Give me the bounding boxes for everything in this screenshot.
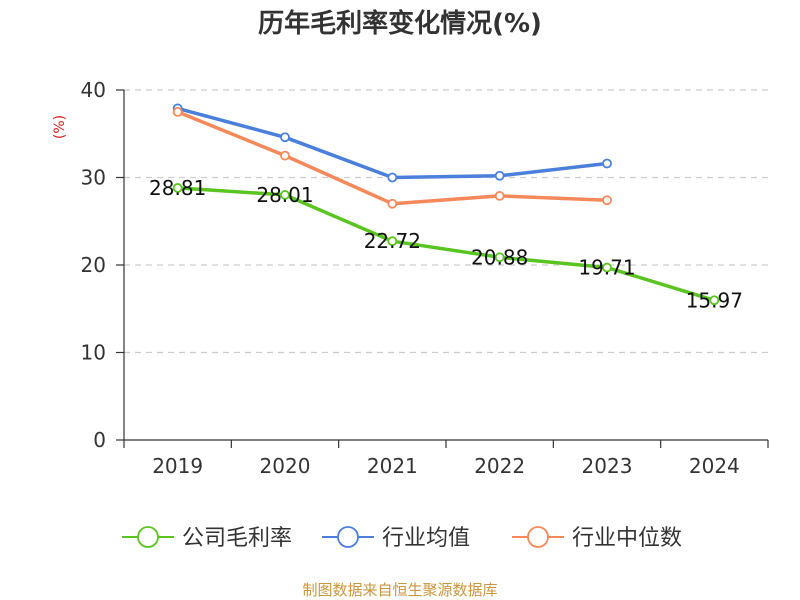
y-tick-label: 40 [81, 78, 106, 102]
data-point [602, 195, 612, 206]
x-tick-label: 2020 [260, 454, 311, 478]
data-label: 22.72 [364, 229, 421, 253]
data-label: 19.71 [578, 256, 635, 280]
axes: 0 10 20 30 40 2019 2020 2021 2022 2023 2024 [81, 78, 769, 478]
data-point [387, 172, 398, 183]
legend-marker [137, 526, 159, 548]
series-lines [172, 103, 720, 306]
legend-label: 行业均值 [382, 526, 470, 551]
data-labels: 28.81 28.01 22.72 20.88 19.71 15.97 [149, 176, 743, 312]
data-point [172, 106, 183, 117]
data-point [602, 158, 612, 169]
data-point [172, 183, 183, 193]
legend-label: 行业中位数 [572, 526, 682, 551]
x-tick-label: 2023 [582, 454, 633, 478]
x-tick-label: 2024 [689, 454, 740, 478]
source-note: 制图数据来自恒生聚源数据库 [302, 581, 497, 599]
data-label: 28.81 [149, 176, 206, 200]
y-tick-label: 30 [81, 166, 106, 190]
x-tick-label: 2019 [152, 454, 203, 478]
data-point [494, 190, 505, 201]
data-point [280, 190, 290, 200]
legend-marker [337, 526, 359, 548]
series-line [175, 106, 609, 180]
data-point [280, 132, 290, 143]
y-axis-unit: (%) [52, 115, 68, 139]
chart-title: 历年毛利率变化情况(%) [258, 8, 542, 39]
x-tick-label: 2021 [367, 454, 418, 478]
legend-label: 公司毛利率 [182, 526, 292, 551]
data-point [602, 262, 612, 273]
data-point [494, 170, 505, 181]
data-point [387, 236, 398, 247]
y-tick-label: 20 [81, 253, 106, 277]
data-label: 28.01 [256, 183, 313, 207]
x-tick-label: 2022 [474, 454, 525, 478]
legend-marker [527, 526, 549, 548]
legend: 公司毛利率 行业均值 行业中位数 [122, 526, 682, 551]
series-line [175, 186, 717, 303]
data-label: 20.88 [471, 245, 528, 269]
data-point [494, 252, 505, 263]
y-tick-label: 10 [81, 341, 106, 365]
data-point [280, 150, 290, 161]
data-point [387, 198, 398, 209]
data-label: 15.97 [686, 288, 743, 312]
data-point [709, 295, 720, 306]
y-tick-label: 0 [93, 428, 106, 452]
